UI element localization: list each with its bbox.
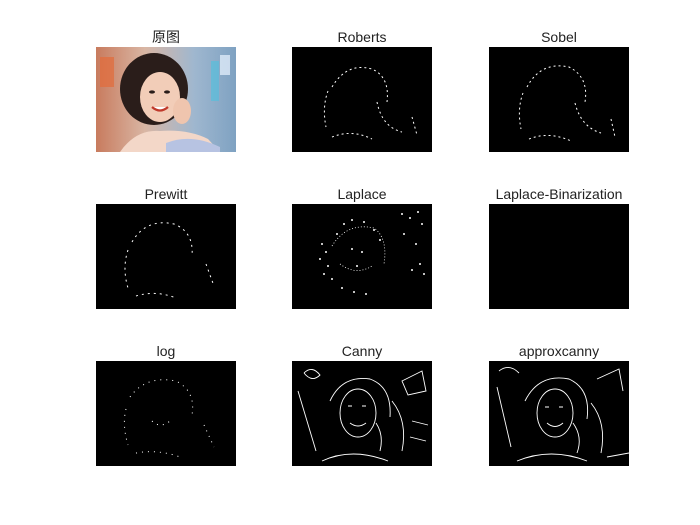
panel-title: log	[156, 343, 176, 359]
panel-title: Sobel	[541, 29, 577, 45]
panel-original: 原图	[96, 27, 236, 152]
panel-laplace: Laplace	[292, 184, 432, 309]
roberts-edges	[292, 47, 432, 152]
log-edges	[96, 361, 236, 466]
panel-title: Prewitt	[144, 186, 188, 202]
panel-canny: Canny	[292, 341, 432, 466]
panel-title: 原图	[152, 29, 180, 45]
panel-title: Laplace-Binarization	[495, 186, 623, 202]
panel-title: approxcanny	[518, 343, 600, 359]
approxcanny-edges	[489, 361, 629, 466]
laplace-edges	[292, 204, 432, 309]
panel-title: Canny	[341, 343, 383, 359]
panel-log: log	[96, 341, 236, 466]
canny-edges	[292, 361, 432, 466]
panel-sobel: Sobel	[489, 27, 629, 152]
panel-laplace-binarization: Laplace-Binarization	[489, 184, 629, 309]
panel-roberts: Roberts	[292, 27, 432, 152]
panel-prewitt: Prewitt	[96, 184, 236, 309]
panel-title: Roberts	[337, 29, 387, 45]
panel-approxcanny: approxcanny	[489, 341, 629, 466]
sobel-edges	[489, 47, 629, 152]
panel-title: Laplace	[337, 186, 387, 202]
prewitt-edges	[96, 204, 236, 309]
original-photo	[96, 47, 236, 152]
laplace-binarization-black	[489, 204, 629, 309]
